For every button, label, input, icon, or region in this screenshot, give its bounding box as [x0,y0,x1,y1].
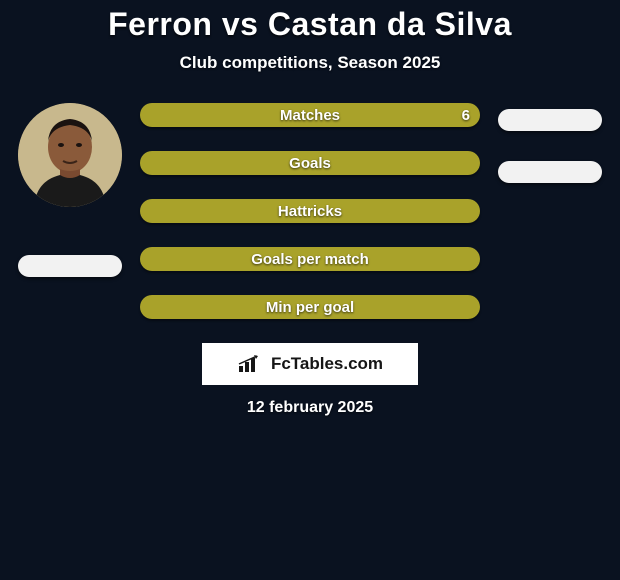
chart-icon [237,354,267,374]
left-player-column [10,103,130,207]
footer-date: 12 february 2025 [0,399,620,417]
stat-bar-hattricks: Hattricks [140,199,480,223]
stat-bar-matches: Matches 6 [140,103,480,127]
stat-bar-goals: Goals [140,151,480,175]
logo-text: FcTables.com [271,354,383,374]
comparison-content: Matches 6 Goals Hattricks Goals per matc… [0,103,620,319]
stat-bar-min-per-goal: Min per goal [140,295,480,319]
avatar-placeholder-icon [18,103,122,207]
stat-label: Matches [280,107,340,124]
left-player-name-pill [18,255,122,277]
page-title: Ferron vs Castan da Silva [0,0,620,43]
stats-column: Matches 6 Goals Hattricks Goals per matc… [140,103,480,319]
stat-right-value: 6 [462,107,470,124]
stat-label: Hattricks [278,203,342,220]
stat-label: Min per goal [266,299,354,316]
fctables-logo: FcTables.com [202,343,418,385]
stat-label: Goals [289,155,331,172]
stat-label: Goals per match [251,251,369,268]
stat-bar-goals-per-match: Goals per match [140,247,480,271]
left-player-avatar [18,103,122,207]
subtitle: Club competitions, Season 2025 [0,53,620,73]
right-player-name-pill-2 [498,161,602,183]
right-player-name-pill-1 [498,109,602,131]
